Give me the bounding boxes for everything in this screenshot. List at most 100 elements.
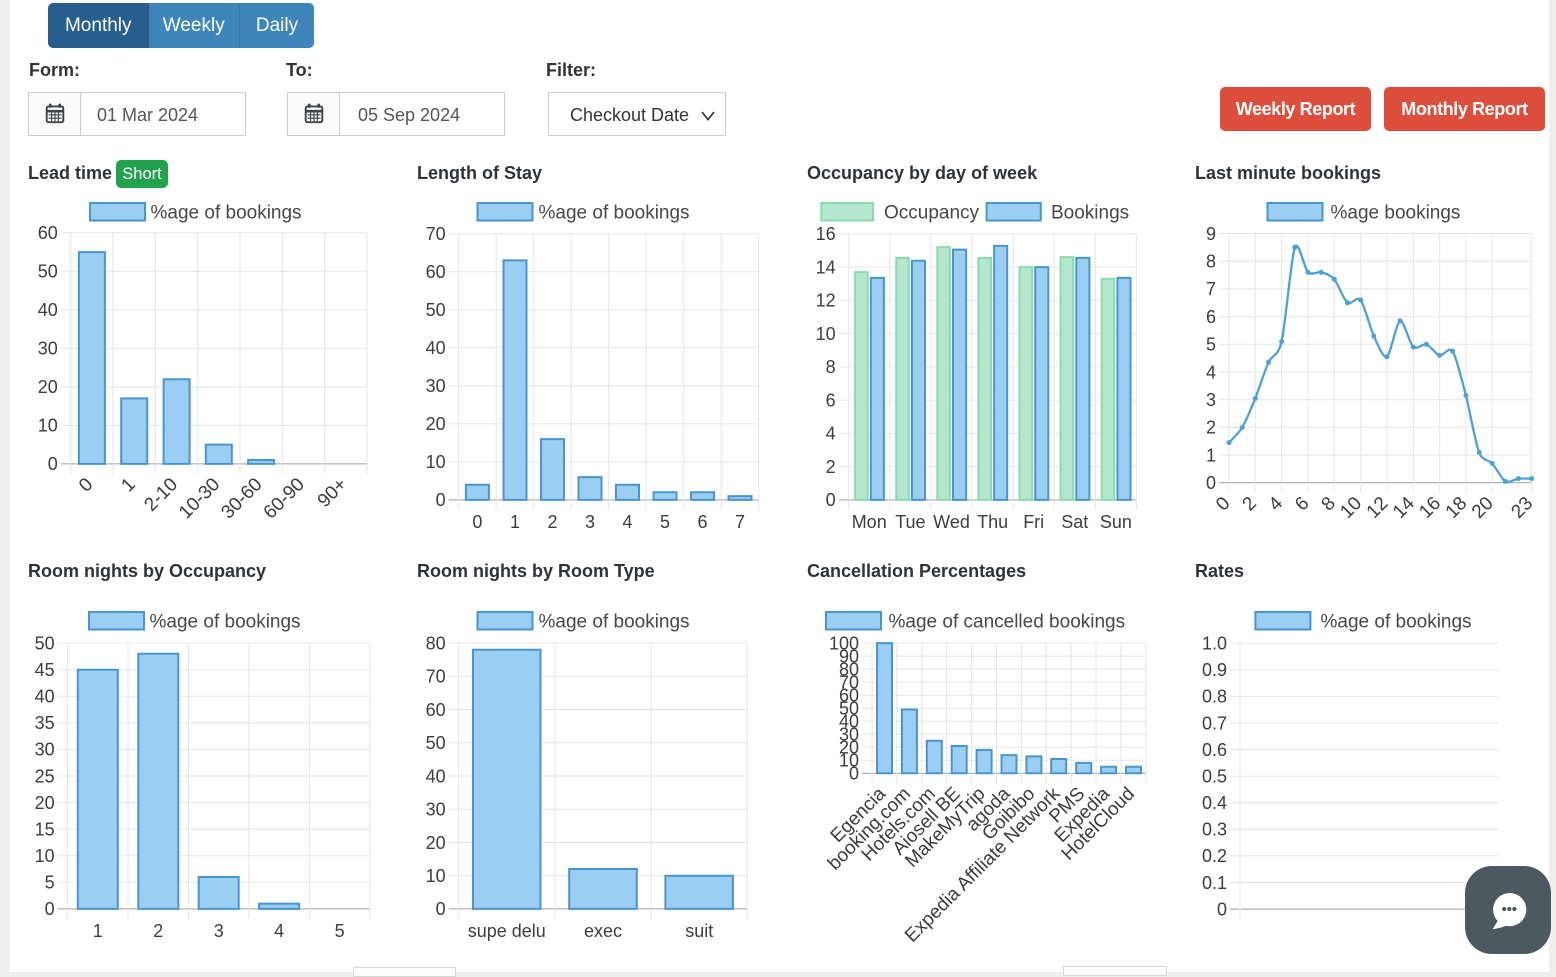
svg-text:0.2: 0.2	[1202, 846, 1227, 866]
svg-text:4: 4	[1206, 362, 1216, 382]
svg-text:60: 60	[426, 700, 446, 720]
svg-text:0: 0	[436, 899, 446, 919]
svg-text:2: 2	[826, 457, 836, 477]
svg-text:2: 2	[153, 921, 163, 941]
svg-text:10: 10	[816, 324, 836, 344]
svg-text:70: 70	[839, 673, 859, 693]
svg-text:1: 1	[117, 474, 139, 496]
svg-text:50: 50	[38, 262, 58, 282]
svg-text:%age of cancelled bookings: %age of cancelled bookings	[889, 611, 1126, 632]
svg-text:Sat: Sat	[1061, 512, 1088, 532]
svg-text:Sun: Sun	[1100, 512, 1132, 532]
svg-text:Fri: Fri	[1023, 512, 1044, 532]
svg-text:6: 6	[826, 390, 836, 410]
svg-text:4: 4	[622, 512, 632, 532]
svg-text:6: 6	[1291, 493, 1313, 515]
svg-text:70: 70	[426, 224, 446, 244]
svg-text:15: 15	[35, 820, 55, 840]
svg-text:40: 40	[426, 338, 446, 358]
svg-text:0.4: 0.4	[1202, 793, 1227, 813]
svg-text:0.8: 0.8	[1202, 687, 1227, 707]
svg-text:16: 16	[816, 224, 836, 244]
svg-text:0: 0	[48, 454, 58, 474]
svg-text:1: 1	[510, 512, 520, 532]
svg-text:4: 4	[1265, 493, 1288, 516]
svg-text:90: 90	[839, 646, 859, 666]
svg-text:%age of bookings: %age of bookings	[151, 202, 302, 223]
svg-text:50: 50	[426, 300, 446, 320]
svg-text:8: 8	[826, 357, 836, 377]
svg-text:3: 3	[585, 512, 595, 532]
svg-text:10: 10	[839, 751, 859, 771]
svg-text:Mon: Mon	[852, 512, 887, 532]
svg-text:10: 10	[426, 452, 446, 472]
svg-text:20: 20	[839, 738, 859, 758]
svg-text:20: 20	[426, 414, 446, 434]
svg-text:1: 1	[93, 921, 103, 941]
svg-text:0.9: 0.9	[1202, 660, 1227, 680]
svg-text:50: 50	[426, 733, 446, 753]
svg-text:5: 5	[1206, 335, 1216, 355]
svg-text:0.7: 0.7	[1202, 713, 1227, 733]
svg-text:30: 30	[426, 376, 446, 396]
svg-text:0: 0	[75, 474, 97, 496]
svg-text:60: 60	[839, 686, 859, 706]
svg-text:30: 30	[35, 740, 55, 760]
svg-text:0: 0	[1217, 899, 1227, 919]
svg-text:10: 10	[426, 866, 446, 886]
svg-text:Wed: Wed	[933, 512, 970, 532]
svg-text:80: 80	[426, 633, 446, 653]
svg-text:8: 8	[1318, 493, 1340, 515]
svg-text:0: 0	[1212, 493, 1234, 515]
svg-text:6: 6	[697, 512, 707, 532]
svg-text:suit: suit	[685, 921, 713, 941]
svg-text:2: 2	[547, 512, 557, 532]
svg-text:Occupancy: Occupancy	[884, 202, 980, 223]
svg-text:50: 50	[35, 633, 55, 653]
svg-text:60: 60	[426, 262, 446, 282]
svg-text:7: 7	[1206, 279, 1216, 299]
svg-text:8: 8	[1206, 252, 1216, 272]
svg-text:0.3: 0.3	[1202, 820, 1227, 840]
svg-text:Bookings: Bookings	[1051, 202, 1129, 223]
svg-text:0.5: 0.5	[1202, 767, 1227, 787]
svg-text:0: 0	[436, 490, 446, 510]
svg-text:0: 0	[1206, 473, 1216, 493]
svg-text:40: 40	[38, 300, 58, 320]
svg-text:9: 9	[1206, 224, 1216, 244]
svg-text:70: 70	[426, 667, 446, 687]
svg-text:20: 20	[426, 833, 446, 853]
svg-text:4: 4	[274, 921, 284, 941]
svg-text:60: 60	[38, 223, 58, 243]
svg-text:23: 23	[1507, 493, 1537, 523]
svg-text:Tue: Tue	[895, 512, 925, 532]
svg-text:exec: exec	[584, 921, 622, 941]
svg-text:10: 10	[38, 416, 58, 436]
svg-text:2: 2	[1206, 418, 1216, 438]
svg-text:0: 0	[826, 490, 836, 510]
svg-text:10-30: 10-30	[175, 474, 224, 523]
svg-text:1.0: 1.0	[1202, 634, 1227, 654]
svg-text:80: 80	[839, 659, 859, 679]
svg-text:3: 3	[1206, 390, 1216, 410]
svg-text:6: 6	[1206, 307, 1216, 327]
svg-text:12: 12	[816, 291, 836, 311]
svg-text:5: 5	[335, 921, 345, 941]
svg-text:%age bookings: %age bookings	[1331, 202, 1461, 223]
svg-text:45: 45	[35, 660, 55, 680]
svg-text:40: 40	[839, 712, 859, 732]
svg-text:60-90: 60-90	[260, 474, 309, 523]
svg-text:30-60: 30-60	[217, 474, 266, 523]
svg-text:20: 20	[1468, 493, 1498, 523]
svg-text:%age of bookings: %age of bookings	[1321, 611, 1472, 632]
svg-text:0: 0	[472, 512, 482, 532]
svg-text:0.1: 0.1	[1202, 873, 1227, 893]
svg-text:%age of bookings: %age of bookings	[539, 202, 690, 223]
svg-text:%age of bookings: %age of bookings	[539, 611, 690, 632]
svg-text:0: 0	[45, 899, 55, 919]
svg-text:5: 5	[660, 512, 670, 532]
svg-text:10: 10	[35, 846, 55, 866]
svg-text:4: 4	[826, 424, 836, 444]
svg-text:40: 40	[426, 766, 446, 786]
svg-text:1: 1	[1206, 445, 1216, 465]
